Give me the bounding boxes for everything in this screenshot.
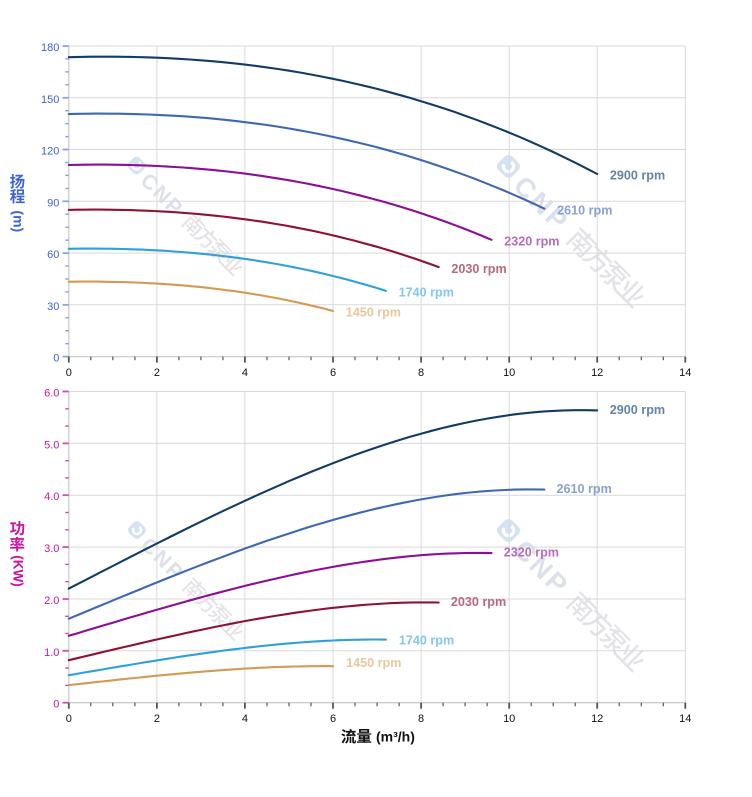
svg-text:2: 2 xyxy=(154,713,160,725)
svg-text:0: 0 xyxy=(53,699,59,711)
svg-text:1.0: 1.0 xyxy=(44,647,59,659)
svg-text:2030 rpm: 2030 rpm xyxy=(451,262,506,276)
svg-text:2: 2 xyxy=(154,367,160,379)
svg-text:4: 4 xyxy=(242,713,248,725)
svg-text:3.0: 3.0 xyxy=(44,543,59,555)
svg-text:5.0: 5.0 xyxy=(44,439,59,451)
svg-text:4.0: 4.0 xyxy=(44,491,59,503)
svg-text:8: 8 xyxy=(418,713,424,725)
svg-text:12: 12 xyxy=(591,367,603,379)
svg-text:2900 rpm: 2900 rpm xyxy=(610,169,665,183)
svg-text:6.0: 6.0 xyxy=(44,388,59,400)
svg-text:0: 0 xyxy=(53,353,59,365)
svg-text:2320 rpm: 2320 rpm xyxy=(504,235,559,249)
svg-text:4: 4 xyxy=(242,367,248,379)
svg-text:60: 60 xyxy=(47,249,59,261)
svg-text:30: 30 xyxy=(47,301,59,313)
svg-text:10: 10 xyxy=(503,713,515,725)
svg-text:90: 90 xyxy=(47,197,59,209)
svg-text:150: 150 xyxy=(41,94,59,106)
svg-text:0: 0 xyxy=(66,713,72,725)
svg-text:12: 12 xyxy=(591,713,603,725)
svg-text:2610 rpm: 2610 rpm xyxy=(557,482,612,496)
svg-text:1450 rpm: 1450 rpm xyxy=(346,656,401,670)
svg-text:2900 rpm: 2900 rpm xyxy=(610,403,665,417)
svg-text:(m³/h): (m³/h) xyxy=(376,728,415,744)
svg-text:2030 rpm: 2030 rpm xyxy=(451,595,506,609)
svg-text:6: 6 xyxy=(330,713,336,725)
svg-text:1740 rpm: 1740 rpm xyxy=(399,633,454,647)
svg-text:0: 0 xyxy=(66,367,72,379)
svg-text:2610 rpm: 2610 rpm xyxy=(557,203,612,217)
svg-text:1740 rpm: 1740 rpm xyxy=(399,286,454,300)
svg-text:180: 180 xyxy=(41,42,59,54)
svg-text:8: 8 xyxy=(418,367,424,379)
svg-text:10: 10 xyxy=(503,367,515,379)
svg-text:120: 120 xyxy=(41,146,59,158)
svg-text:6: 6 xyxy=(330,367,336,379)
svg-text:(m): (m) xyxy=(11,210,27,232)
svg-text:14: 14 xyxy=(679,367,691,379)
svg-text:(KW): (KW) xyxy=(11,555,26,586)
svg-text:2.0: 2.0 xyxy=(44,595,59,607)
svg-text:14: 14 xyxy=(679,713,691,725)
svg-text:1450 rpm: 1450 rpm xyxy=(346,306,401,320)
svg-text:2320 rpm: 2320 rpm xyxy=(504,546,559,560)
